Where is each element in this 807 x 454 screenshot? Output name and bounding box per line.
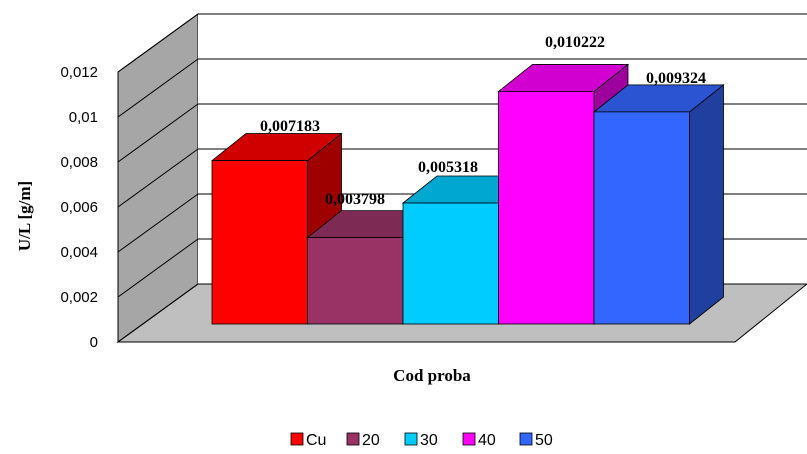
gridline-side — [117, 148, 199, 208]
legend-swatch — [404, 432, 418, 446]
data-label: 0,009324 — [646, 70, 706, 87]
legend-swatch — [346, 432, 360, 446]
bar-50 — [592, 84, 725, 325]
y-tick-label: 0,008 — [60, 154, 98, 171]
data-label: 0,010222 — [545, 34, 605, 51]
bar-front — [402, 202, 499, 325]
y-tick-label: 0,012 — [60, 64, 98, 81]
gridline-side — [117, 283, 199, 343]
gridline-side — [117, 13, 199, 73]
x-axis-label: Cod proba — [393, 366, 471, 385]
y-tick-label: 0,004 — [60, 244, 98, 261]
legend-entry: 20 — [362, 432, 380, 449]
bar-front — [498, 91, 595, 325]
legend-entry: Cu — [306, 432, 326, 449]
y-tick-label: 0,01 — [69, 109, 98, 126]
y-tick-label: 0,002 — [60, 289, 98, 306]
gridline-side — [117, 193, 199, 253]
y-tick-label: 0 — [90, 334, 98, 351]
gridline-side — [117, 103, 199, 163]
bar-front — [211, 160, 308, 325]
legend-swatch — [462, 432, 476, 446]
bar-front — [307, 237, 404, 325]
legend-entry: 50 — [535, 432, 553, 449]
bar-front — [593, 111, 690, 325]
bars — [210, 63, 725, 325]
y-axis-ticks: 0 0,002 0,004 0,006 0,008 0,01 0,012 — [60, 64, 98, 351]
bar-side — [689, 84, 724, 325]
legend-entry: 40 — [478, 432, 496, 449]
gridline-side — [117, 58, 199, 118]
data-label: 0,003798 — [325, 191, 385, 208]
data-label: 0,007183 — [260, 118, 320, 135]
y-axis-label: U/L [g/m] — [15, 181, 34, 251]
data-labels: 0,007183 0,003798 0,005318 0,010222 0,009324 — [260, 34, 706, 208]
y-tick-label: 0,006 — [60, 199, 98, 216]
data-label: 0,005318 — [418, 159, 478, 176]
legend-swatch — [290, 432, 304, 446]
legend-swatch — [519, 432, 533, 446]
gridline-side — [117, 238, 199, 298]
legend-entry: 30 — [420, 432, 438, 449]
legend: Cu 20 30 40 50 — [290, 432, 553, 449]
